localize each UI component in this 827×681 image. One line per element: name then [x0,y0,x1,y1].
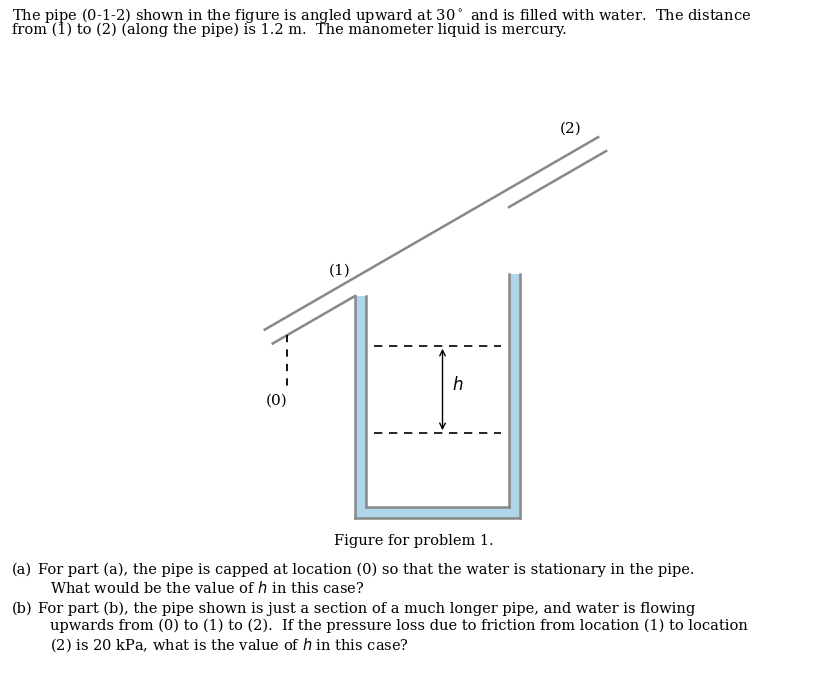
Text: What would be the value of $h$ in this case?: What would be the value of $h$ in this c… [50,580,365,596]
Text: (a): (a) [12,563,32,577]
Text: upwards from (0) to (1) to (2).  If the pressure loss due to friction from locat: upwards from (0) to (1) to (2). If the p… [50,619,748,633]
Bar [509,274,520,518]
Text: (2) is 20 kPa, what is the value of $h$ in this case?: (2) is 20 kPa, what is the value of $h$ … [50,636,409,654]
Text: The pipe (0-1-2) shown in the figure is angled upward at 30$^\circ$ and is fille: The pipe (0-1-2) shown in the figure is … [12,6,751,25]
Text: (b): (b) [12,602,32,616]
Text: (1): (1) [328,264,350,278]
Text: $h$: $h$ [452,377,464,394]
Bar [366,507,509,518]
Text: (2): (2) [560,122,581,136]
Text: (0): (0) [265,394,287,408]
Text: Figure for problem 1.: Figure for problem 1. [333,534,494,548]
Text: For part (b), the pipe shown is just a section of a much longer pipe, and water : For part (b), the pipe shown is just a s… [38,602,696,616]
Text: from (1) to (2) (along the pipe) is 1.2 m.  The manometer liquid is mercury.: from (1) to (2) (along the pipe) is 1.2 … [12,23,566,37]
Text: For part (a), the pipe is capped at location (0) so that the water is stationary: For part (a), the pipe is capped at loca… [38,563,695,577]
Bar [355,296,366,518]
